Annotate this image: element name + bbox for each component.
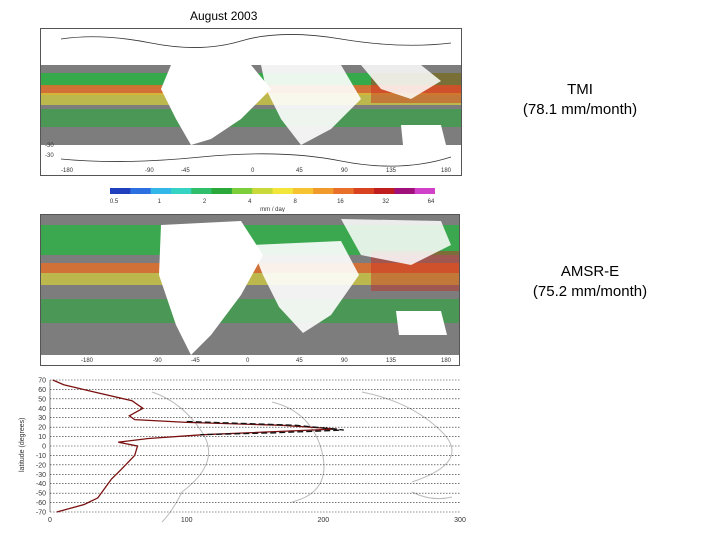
zonal-y-tick-label: -20 xyxy=(36,462,46,469)
amsr-monthly-value: (75.2 mm/month) xyxy=(532,283,648,300)
amsr-land-americas xyxy=(159,221,263,355)
amsr-land-australia xyxy=(396,311,447,335)
tmi-label: TMI (78.1 mm/month) xyxy=(500,80,660,120)
colorbar-swatch xyxy=(170,188,192,194)
zonal-x-tick-label: 200 xyxy=(317,517,329,524)
zonal-y-tick-label: 70 xyxy=(38,378,46,385)
colorbar-swatch xyxy=(374,188,395,194)
zonal-y-tick-label: -70 xyxy=(36,510,46,517)
amsr-rain-band-south xyxy=(41,299,459,323)
colorbar-swatch xyxy=(394,188,416,194)
colorbar-tick-label: 8 xyxy=(293,199,297,205)
zonal-y-tick-label: 20 xyxy=(38,425,46,432)
tmi-lat-tick: -30 xyxy=(45,143,54,149)
colorbar-tick-label: 1 xyxy=(158,199,162,205)
colorbar-swatch xyxy=(353,188,375,194)
colorbar-tick-label: 32 xyxy=(382,199,389,205)
tmi-monthly-value: (78.1 mm/month) xyxy=(522,101,638,118)
zonal-y-tick-label: -60 xyxy=(36,500,46,507)
zonal-y-tick-label: -40 xyxy=(36,481,46,488)
zonal-y-axis-label: latitude (degrees) xyxy=(19,418,26,472)
zonal-y-tick-label: -30 xyxy=(36,472,46,479)
colorbar-tick-label: 4 xyxy=(248,199,252,205)
zonal-mean-chart: 70 60 50 40 30 20 10 0 -10 -20 -30 -40 -50 -60 -70 0 100… xyxy=(12,372,474,532)
tmi-lon-tick: -180 xyxy=(61,168,74,174)
zonal-y-tick-label: -10 xyxy=(36,453,46,460)
colorbar-tick-label: 0.5 xyxy=(110,199,119,205)
colorbar-swatch xyxy=(211,188,233,194)
colorbar-swatch xyxy=(130,188,152,194)
tmi-lon-tick: 90 xyxy=(341,168,348,174)
colorbar: 0.5 1 2 4 8 16 32 64 mm / day xyxy=(110,188,436,213)
zonal-y-tick-label: 10 xyxy=(38,434,46,441)
colorbar-tick-label: 2 xyxy=(203,199,207,205)
tmi-map-graphic: -30 -30 -180 -90 -45 0 45 90 135 180 xyxy=(41,34,461,174)
tmi-rain-map: -30 -30 -180 -90 -45 0 45 90 135 180 xyxy=(40,28,462,176)
zonal-y-tick-label: 50 xyxy=(38,396,46,403)
zonal-x-tick-label: 0 xyxy=(48,517,52,524)
colorbar-swatch xyxy=(252,188,273,194)
amsr-lon-tick: -180 xyxy=(81,358,94,364)
zonal-y-tick-label: 40 xyxy=(38,406,46,413)
zonal-x-tick-label: 300 xyxy=(454,517,466,524)
colorbar-swatch xyxy=(313,188,334,194)
zonal-y-tick-label: 60 xyxy=(38,387,46,394)
tmi-land-africa xyxy=(261,65,361,145)
zonal-series-dashed xyxy=(186,420,344,436)
colorbar-swatch xyxy=(414,188,436,194)
tmi-lat-tick-south: -30 xyxy=(45,153,54,159)
amsr-lon-tick: 180 xyxy=(441,358,452,364)
tmi-rain-band-south xyxy=(41,109,461,127)
amsr-rain-map: -180 -90 -45 0 45 90 135 180 xyxy=(40,214,460,366)
amsr-map-graphic: -180 -90 -45 0 45 90 135 180 xyxy=(41,215,459,364)
zonal-x-tick-label: 100 xyxy=(181,517,193,524)
tmi-lon-tick: 45 xyxy=(296,168,303,174)
colorbar-swatch xyxy=(272,188,294,194)
tmi-lon-tick: 180 xyxy=(441,168,452,174)
colorbar-graphic: 0.5 1 2 4 8 16 32 64 mm / day xyxy=(110,188,436,213)
amsr-label: AMSR-E (75.2 mm/month) xyxy=(510,262,670,302)
amsr-lon-tick: -90 xyxy=(153,358,162,364)
zonal-y-tick-label: -50 xyxy=(36,491,46,498)
colorbar-swatch xyxy=(150,188,172,194)
tmi-land-australia xyxy=(401,125,446,145)
amsr-lon-tick: 90 xyxy=(341,358,348,364)
amsr-lon-tick: -45 xyxy=(191,358,200,364)
tmi-lon-tick: 135 xyxy=(386,168,397,174)
amsr-lon-tick: 135 xyxy=(386,358,397,364)
tmi-lon-tick: 0 xyxy=(251,168,255,174)
colorbar-units: mm / day xyxy=(260,207,285,212)
tmi-name: TMI xyxy=(567,81,593,98)
amsr-name: AMSR-E xyxy=(560,263,620,280)
tmi-coastline-south xyxy=(60,153,452,167)
colorbar-tick-label: 16 xyxy=(337,199,344,205)
colorbar-swatch xyxy=(292,188,314,194)
tmi-lon-tick: -90 xyxy=(145,168,154,174)
colorbar-swatch xyxy=(110,188,131,194)
page-title: August 2003 xyxy=(190,9,258,23)
amsr-lon-tick: 45 xyxy=(296,358,303,364)
colorbar-tick-label: 64 xyxy=(428,199,435,205)
tmi-land-americas xyxy=(161,65,271,145)
amsr-lon-tick: 0 xyxy=(246,358,250,364)
zonal-y-tick-label: 0 xyxy=(42,444,46,451)
zonal-y-tick-label: 30 xyxy=(38,415,46,422)
colorbar-swatch xyxy=(191,188,213,194)
tmi-land-asia xyxy=(361,65,441,99)
colorbar-swatch xyxy=(333,188,355,194)
tmi-coastline-north xyxy=(60,34,452,48)
tmi-lon-tick: -45 xyxy=(181,168,190,174)
amsr-land-africa xyxy=(251,241,359,333)
colorbar-swatch xyxy=(231,188,253,194)
amsr-land-asia xyxy=(341,219,451,265)
